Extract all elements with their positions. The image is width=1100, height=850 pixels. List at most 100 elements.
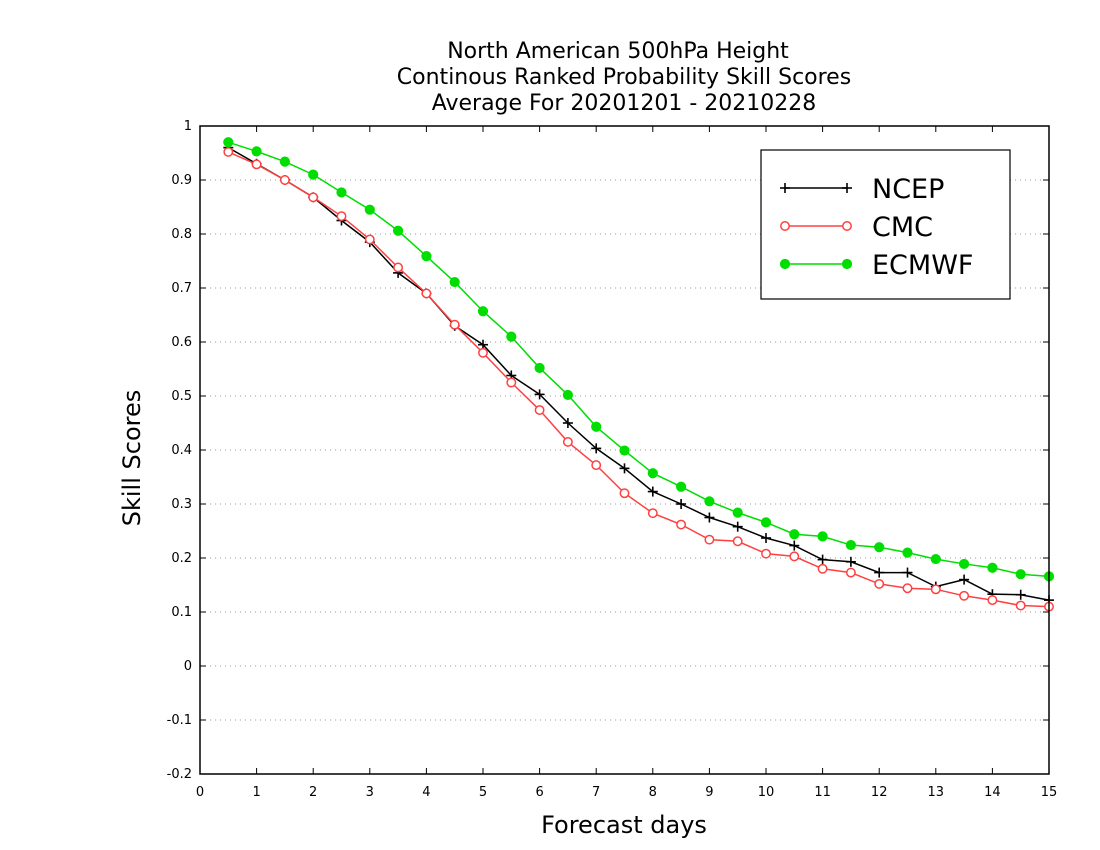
data-point-ecmwf (676, 481, 687, 492)
x-axis-label: Forecast days (541, 811, 707, 839)
chart-title-line-3: Average For 20201201 - 20210228 (432, 91, 817, 116)
x-tick-label: 1 (252, 785, 260, 800)
data-point-cmc (308, 192, 319, 203)
x-tick-label: 13 (928, 785, 945, 800)
data-point-ncep (1015, 589, 1026, 600)
data-point-ecmwf (393, 225, 404, 236)
data-point-ncep (732, 521, 743, 532)
legend-label-ncep: NCEP (872, 174, 944, 205)
data-point-ecmwf (930, 553, 941, 565)
data-point-cmc (364, 234, 375, 245)
legend-item-cmc: CMC (780, 212, 933, 243)
data-point-ecmwf (874, 542, 885, 553)
data-point-ecmwf (477, 306, 489, 317)
y-tick-label: 0.6 (171, 335, 192, 350)
data-point-cmc (619, 488, 630, 499)
data-point-ecmwf (421, 251, 432, 262)
x-tick-label: 2 (309, 785, 317, 800)
data-point-cmc (478, 347, 488, 358)
data-point-ecmwf (506, 331, 517, 342)
y-tick-label: 0.9 (171, 173, 192, 188)
data-point-ncep (647, 486, 658, 497)
data-point-ecmwf (789, 529, 800, 540)
data-point-ecmwf (336, 187, 347, 198)
legend-item-ncep: NCEP (780, 174, 944, 205)
y-tick-label: 0.8 (171, 227, 192, 242)
x-tick-label: 3 (366, 785, 374, 800)
y-tick-label: 0.5 (171, 389, 192, 404)
data-point-cmc (534, 405, 545, 415)
data-point-cmc (1015, 600, 1026, 611)
legend-item-ecmwf: ECMWF (779, 250, 973, 281)
x-tick-label: 10 (758, 785, 775, 800)
data-point-cmc (562, 436, 573, 447)
chart-title-line-1: North American 500hPa Height (447, 39, 789, 64)
data-point-cmc (761, 548, 771, 559)
data-point-ecmwf (279, 156, 290, 167)
data-point-ecmwf (647, 468, 658, 479)
legend-marker-ncep (780, 183, 790, 193)
x-tick-label: 15 (1041, 785, 1058, 800)
data-point-cmc (251, 159, 262, 170)
data-point-cmc (449, 319, 460, 330)
data-point-ecmwf (308, 169, 319, 180)
legend: NCEP CMC ECMWF (760, 149, 1011, 300)
y-tick-label: 0.7 (171, 281, 192, 296)
data-point-ecmwf (987, 562, 998, 573)
data-point-cmc (789, 551, 800, 562)
x-tick-label: 4 (422, 785, 430, 800)
legend-marker-cmc (780, 221, 790, 231)
data-point-cmc (336, 211, 347, 222)
x-tick-label: 5 (479, 785, 487, 800)
data-point-ncep (704, 512, 715, 523)
data-point-ecmwf (1015, 569, 1026, 580)
data-point-ecmwf (534, 362, 545, 374)
data-point-cmc (223, 146, 234, 157)
data-point-ncep (761, 533, 771, 544)
data-point-ecmwf (591, 421, 602, 432)
data-point-ecmwf (902, 547, 913, 558)
data-point-cmc (930, 584, 941, 595)
x-tick-label: 12 (871, 785, 888, 800)
data-point-cmc (676, 519, 687, 530)
y-tick-label: 0.1 (171, 605, 192, 620)
y-tick-label: 0.3 (171, 497, 192, 512)
x-tick-label: 6 (535, 785, 543, 800)
data-point-ncep (562, 418, 573, 428)
x-tick-label: 11 (814, 785, 831, 800)
legend-box (760, 149, 1011, 300)
data-point-cmc (902, 583, 913, 594)
legend-marker-ecmwf (841, 258, 853, 270)
data-point-cmc (647, 508, 658, 519)
data-point-ecmwf (449, 276, 460, 288)
data-point-ecmwf (364, 204, 375, 215)
data-point-cmc (959, 590, 970, 601)
data-point-ncep (902, 567, 913, 578)
data-point-cmc (874, 578, 885, 589)
y-tick-label: 0.2 (171, 551, 192, 566)
series-cmc (223, 146, 1054, 612)
x-tick-label: 0 (196, 785, 204, 800)
x-tick-label: 8 (649, 785, 657, 800)
series-ecmwf (223, 137, 1055, 582)
data-point-cmc (845, 567, 856, 578)
plot-frame (199, 125, 1050, 775)
data-point-cmc (506, 377, 517, 388)
legend-marker-cmc (842, 221, 852, 231)
data-point-cmc (817, 563, 828, 574)
legend-marker-ecmwf (779, 258, 791, 270)
data-point-ecmwf (223, 137, 234, 148)
legend-marker-ncep (842, 183, 852, 193)
data-point-cmc (704, 534, 715, 545)
data-point-ecmwf (562, 389, 574, 401)
data-point-ecmwf (760, 517, 772, 528)
data-point-ncep (817, 554, 828, 565)
y-axis-label: Skill Scores (118, 390, 146, 527)
data-point-ncep (534, 389, 545, 400)
axis-ticks: -0.2-0.100.10.20.30.40.50.60.70.80.910 1 2… (167, 119, 1058, 800)
data-point-ecmwf (251, 146, 262, 157)
x-tick-label: 7 (592, 785, 600, 800)
data-point-cmc (987, 595, 998, 606)
y-tick-label: 0 (184, 659, 192, 674)
data-point-ecmwf (704, 496, 715, 507)
